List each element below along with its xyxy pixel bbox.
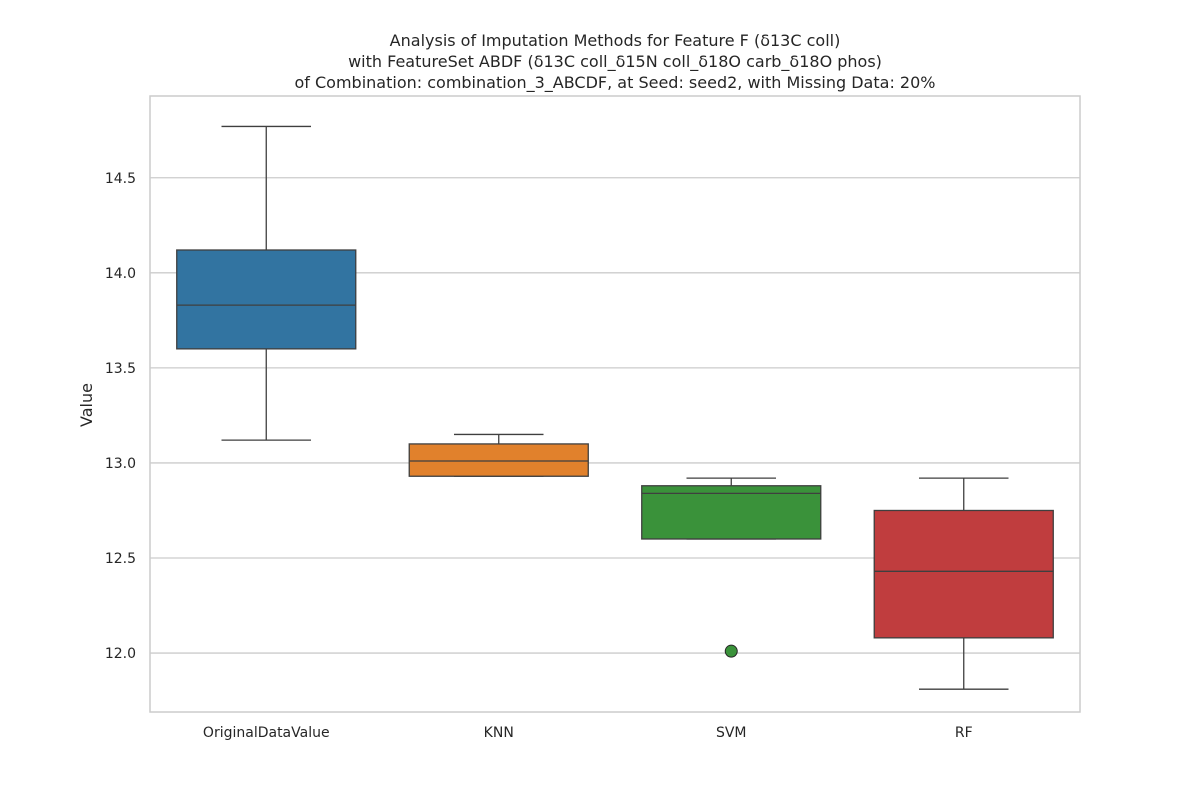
y-tick-label: 12.0 [105,646,136,662]
box-body [641,485,822,540]
y-tick-label: 12.5 [105,551,136,567]
x-tick-label: RF [955,725,973,741]
y-tick-labels: 12.0 12.5 13.0 13.5 14.0 14.5 [105,171,136,662]
y-tick-label: 14.5 [105,171,136,187]
x-tick-label: KNN [484,725,514,741]
y-axis-label: Value [77,383,96,427]
y-tick-label: 14.0 [105,266,136,282]
box-body [873,509,1054,639]
box-rf [873,477,1054,690]
chart-title-line-2: with FeatureSet ABDF (δ13C coll_δ15N col… [348,52,882,72]
boxes-layer [176,125,1054,690]
x-tick-label: SVM [716,725,747,741]
box-knn [408,433,589,477]
box-originaldatavalue [176,125,357,441]
box-body [176,249,357,350]
box-svm [641,477,822,658]
plot-frame [149,95,1081,713]
chart-title-line-1: Analysis of Imputation Methods for Featu… [390,31,841,50]
x-tick-label: OriginalDataValue [203,725,330,741]
chart-title: Analysis of Imputation Methods for Featu… [295,31,936,93]
y-tick-label: 13.0 [105,456,136,472]
chart-title-line-3: of Combination: combination_3_ABCDF, at … [295,73,936,93]
x-tick-labels: OriginalDataValue KNN SVM RF [203,725,973,741]
box-body [408,443,589,477]
outlier-point [724,644,738,658]
y-tick-label: 13.5 [105,361,136,377]
